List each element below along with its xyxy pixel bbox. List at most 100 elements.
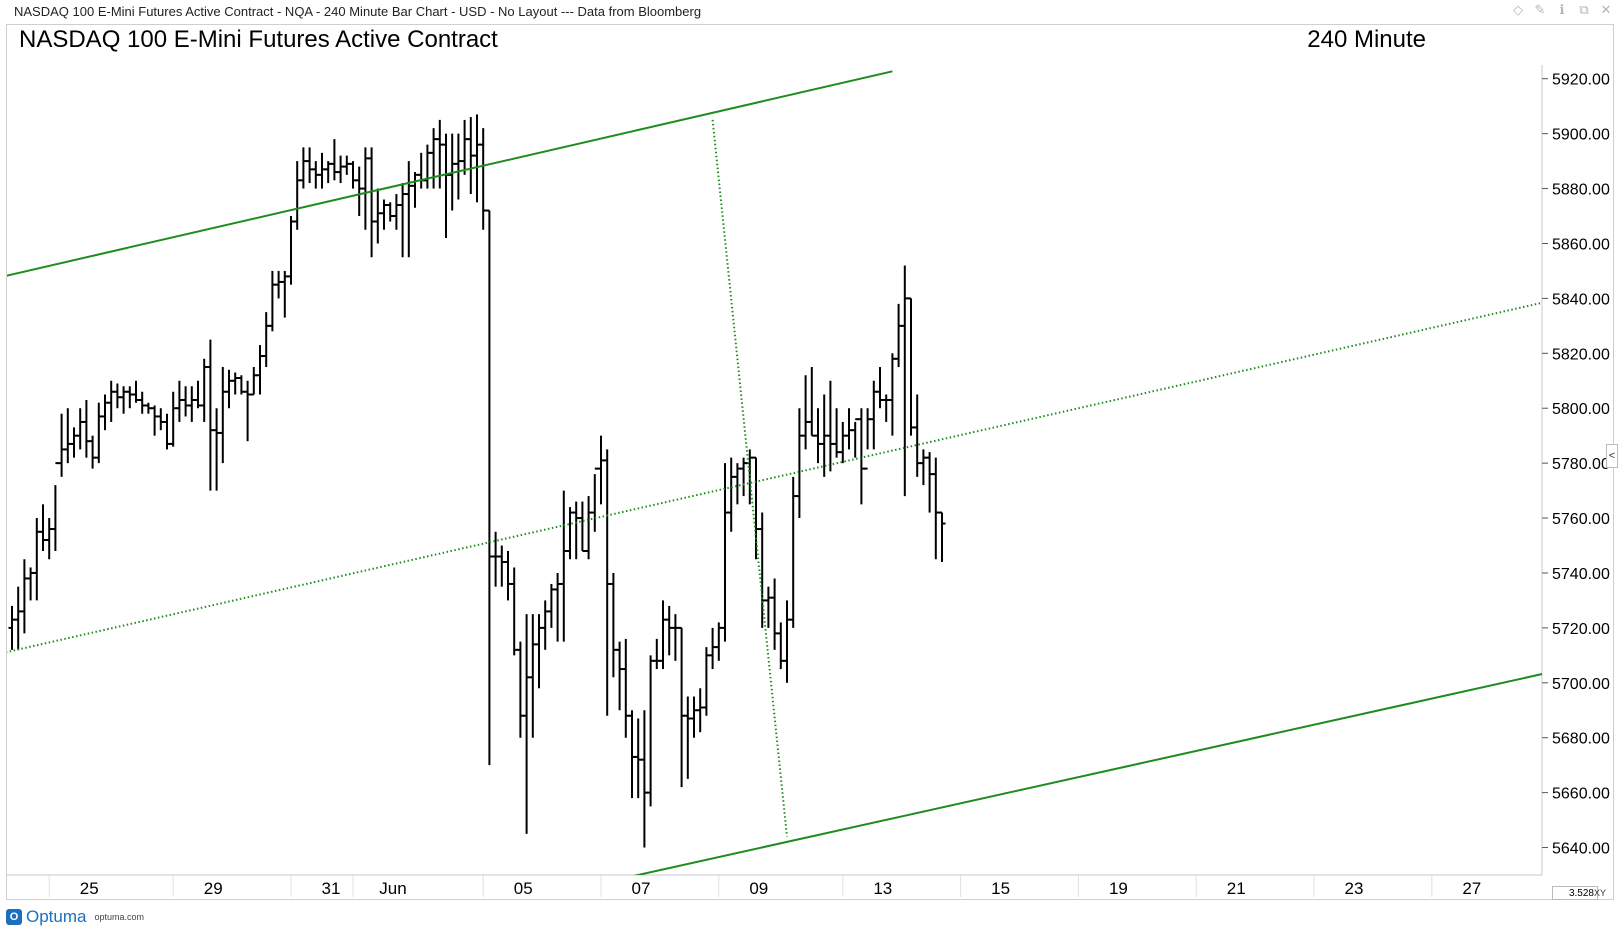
price-bar [727, 457, 735, 532]
price-bar [603, 449, 611, 716]
y-tick-label: 5880.00 [1552, 182, 1610, 199]
y-tick-label: 5740.00 [1552, 566, 1610, 583]
price-bar [597, 435, 605, 505]
price-bar [789, 476, 797, 628]
window-title: NASDAQ 100 E-Mini Futures Active Contrac… [14, 4, 702, 19]
price-bar [417, 152, 425, 189]
y-tick-label: 5720.00 [1552, 621, 1610, 638]
price-bar [58, 413, 66, 477]
price-bar [399, 183, 407, 258]
y-tick-label: 5700.00 [1552, 676, 1610, 693]
price-bar [349, 161, 357, 189]
price-bar [864, 408, 872, 470]
price-bar [820, 394, 828, 477]
price-bar [585, 496, 593, 560]
price-bar [764, 586, 772, 628]
price-bar [578, 501, 586, 552]
price-bar [287, 216, 295, 285]
price-bar [554, 572, 562, 642]
y-tick-label: 5840.00 [1552, 291, 1610, 308]
price-bar [82, 399, 90, 458]
price-bar [76, 408, 84, 450]
brand: O Optuma optuma.com [6, 907, 144, 927]
price-bar [882, 394, 890, 422]
price-bar [671, 614, 679, 661]
price-bar [306, 147, 314, 184]
price-bar [473, 114, 481, 203]
price-bar [107, 380, 115, 422]
chart-period: 240 Minute [1307, 26, 1426, 53]
x-tick-label: Jun [379, 879, 406, 898]
price-bar [560, 490, 568, 642]
price-bar [442, 133, 450, 238]
collapse-panel-button[interactable]: < [1606, 444, 1618, 468]
price-bar [95, 402, 103, 464]
price-bar [293, 161, 301, 230]
xy-toggle[interactable]: XY [1593, 888, 1606, 898]
price-bar [845, 408, 853, 450]
price-bar [337, 155, 345, 184]
price-bar [895, 303, 903, 368]
price-bar [839, 421, 847, 464]
scale-readout[interactable]: 3.528 [1552, 886, 1598, 900]
x-tick-label: 05 [514, 879, 533, 898]
info-icon[interactable]: ℹ [1559, 2, 1565, 17]
price-bar [213, 408, 221, 491]
price-bar [721, 463, 729, 642]
price-bar [132, 380, 140, 403]
price-bar [851, 418, 859, 458]
y-tick-label: 5800.00 [1552, 401, 1610, 418]
price-bar [281, 270, 289, 318]
price-bar [783, 600, 791, 683]
price-bar [547, 583, 555, 628]
y-tick-label: 5780.00 [1552, 456, 1610, 473]
price-bar [64, 408, 72, 464]
price-bar [634, 718, 642, 799]
price-bar [715, 622, 723, 661]
price-bar [20, 559, 28, 634]
window-controls: ◇ ✎ ℹ ⧉ ✕ [1510, 2, 1614, 18]
price-bar [591, 467, 599, 532]
price-bar [833, 408, 841, 458]
diamond-icon[interactable]: ◇ [1513, 2, 1523, 17]
channel-line-solid[interactable] [6, 70, 893, 277]
x-tick-label: 31 [322, 879, 341, 898]
price-bar [510, 567, 518, 656]
price-bar [113, 383, 121, 409]
price-bar [523, 614, 531, 834]
price-bar [541, 600, 549, 650]
x-tick-label: 19 [1109, 879, 1128, 898]
price-bar [504, 551, 512, 601]
y-tick-label: 5900.00 [1552, 127, 1610, 144]
axis-layer: 5920.00 5900.00 5880.00 5860.00 5840.00 5820.… [7, 65, 1610, 898]
y-tick-label: 5920.00 [1552, 72, 1610, 89]
price-bar [163, 413, 171, 450]
channel-line-solid[interactable] [595, 665, 1581, 884]
channel-line-dotted[interactable] [711, 119, 788, 837]
price-bar [454, 133, 462, 200]
brand-url[interactable]: optuma.com [94, 912, 145, 922]
price-bar [696, 688, 704, 733]
channel-line-dotted[interactable] [6, 294, 1581, 654]
pin-icon[interactable]: ✎ [1534, 2, 1546, 17]
price-bar [219, 367, 227, 464]
price-bar [51, 462, 59, 551]
price-bar [200, 358, 208, 422]
price-bar [461, 119, 469, 175]
price-bar [498, 545, 506, 587]
price-bar [237, 375, 245, 395]
price-bar [361, 147, 369, 230]
restore-icon[interactable]: ⧉ [1579, 2, 1589, 17]
price-bar [380, 199, 388, 230]
price-bar [777, 622, 785, 670]
x-tick-label: 29 [204, 879, 223, 898]
y-tick-label: 5660.00 [1552, 786, 1610, 803]
price-bar [70, 427, 78, 458]
price-bar [479, 128, 487, 230]
price-bar [262, 312, 270, 368]
x-tick-label: 13 [873, 879, 892, 898]
price-bar [144, 402, 152, 414]
close-icon[interactable]: ✕ [1600, 2, 1612, 17]
y-tick-label: 5680.00 [1552, 731, 1610, 748]
